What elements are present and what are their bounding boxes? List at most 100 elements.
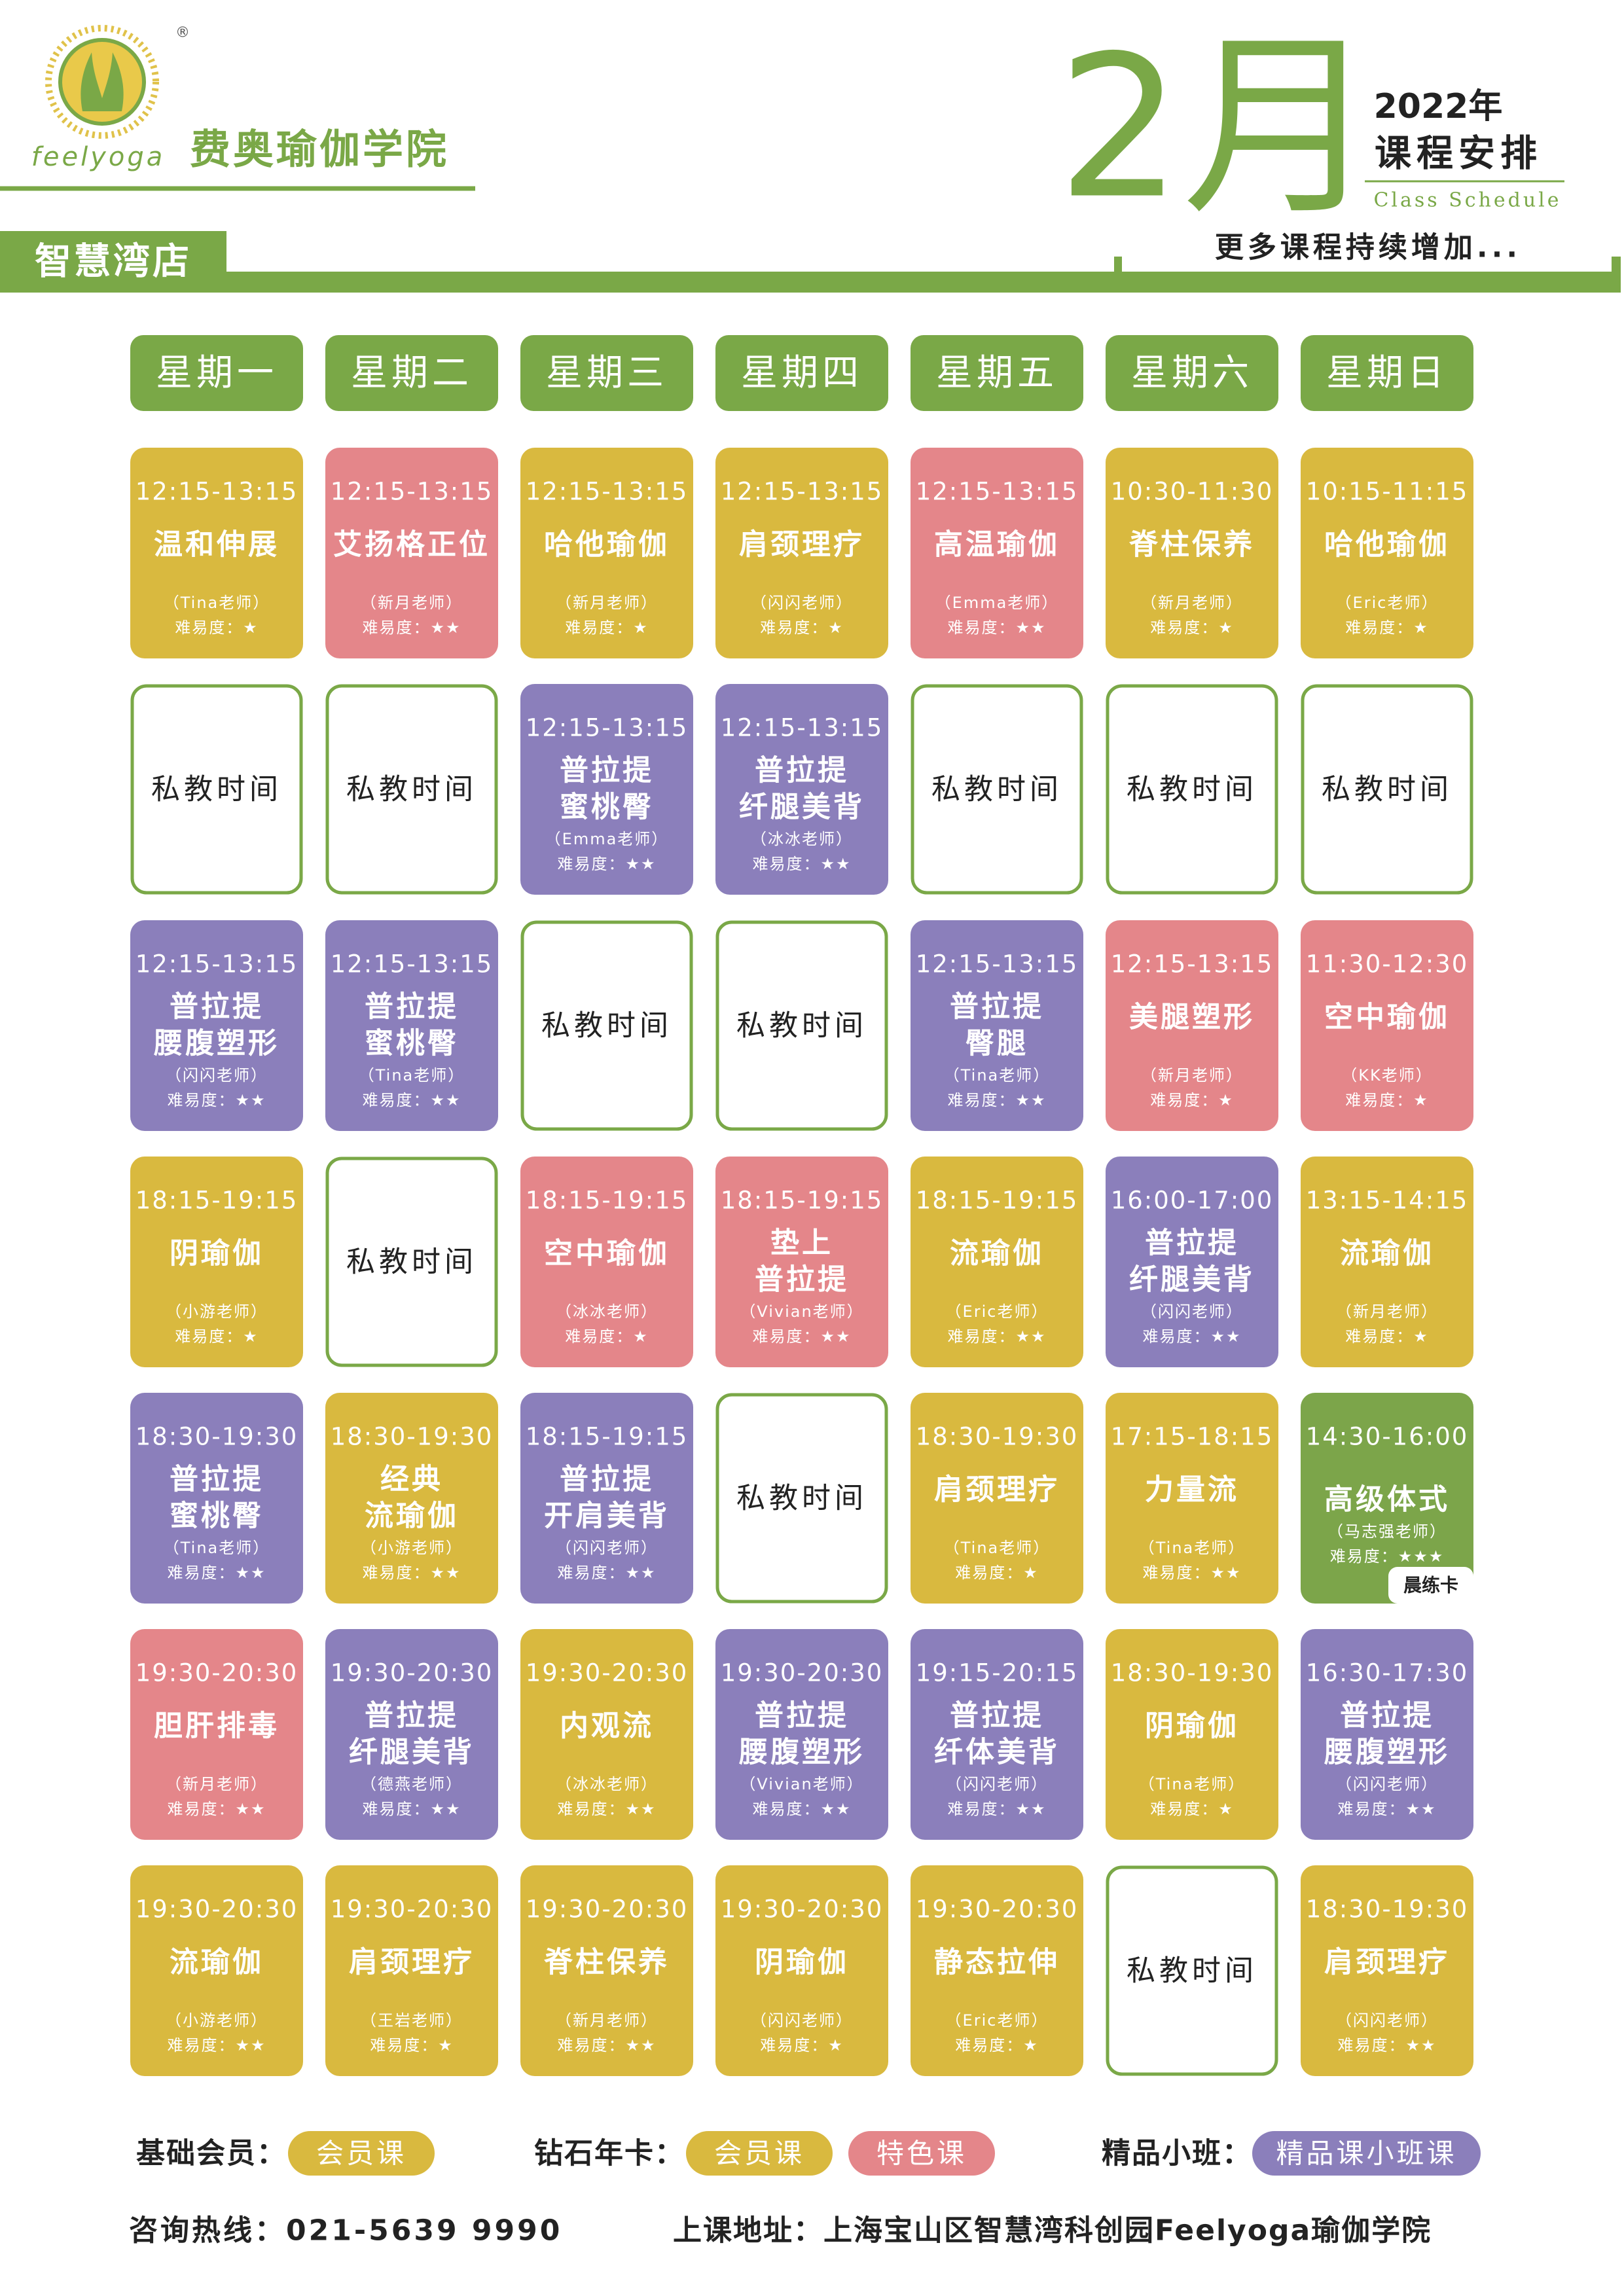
class-name: 流瑜伽 [950, 1237, 1044, 1270]
class-time: 12:15-13:15 [526, 714, 689, 742]
class-time: 18:30-19:30 [331, 1423, 494, 1451]
day-header [130, 335, 303, 411]
day-header [1106, 335, 1278, 411]
difficulty: 难易度：★ [760, 619, 844, 637]
class-card [715, 684, 888, 895]
class-card [1301, 1157, 1473, 1367]
class-time: 10:30-11:30 [1111, 478, 1274, 506]
class-name: 普拉提 [1145, 1227, 1239, 1260]
difficulty: 难易度：★ [1150, 1091, 1234, 1109]
private-card [520, 920, 693, 1131]
difficulty: 难易度：★ [565, 1327, 649, 1346]
brand: feelyoga [31, 142, 165, 172]
private-card [1106, 1865, 1278, 2076]
teacher: （闪闪老师） [751, 594, 853, 612]
class-time: 12:15-13:15 [1111, 950, 1274, 978]
teacher: （冰冰老师） [751, 830, 853, 848]
teacher: （Tina老师） [944, 1539, 1051, 1557]
difficulty: 难易度：★★ [947, 1800, 1046, 1818]
difficulty: 难易度：★ [565, 619, 649, 637]
class-name: 腰腹塑形 [153, 1027, 280, 1060]
private-card [325, 684, 498, 895]
teacher: （新月老师） [556, 594, 658, 612]
class-name: 普拉提 [365, 990, 459, 1024]
difficulty: 难易度：★★ [362, 1091, 461, 1109]
class-card [1301, 1629, 1473, 1840]
difficulty: 难易度：★★ [557, 2036, 656, 2054]
difficulty: 难易度：★★ [752, 1800, 851, 1818]
difficulty: 难易度：★ [1150, 1800, 1234, 1818]
class-name: 普拉提 [755, 754, 849, 787]
class-time: 12:15-13:15 [916, 950, 1079, 978]
registered-mark: ® [175, 25, 190, 41]
difficulty: 难易度：★★ [1337, 2036, 1436, 2054]
class-name: 私教时间 [541, 1009, 672, 1043]
hotline: 咨询热线：021-5639 9990 [129, 2214, 562, 2248]
class-name: 脊柱保养 [544, 1946, 670, 1979]
class-name: 哈他瑜伽 [544, 528, 670, 562]
class-card [520, 1865, 693, 2076]
difficulty: 难易度：★★ [167, 1091, 266, 1109]
class-name: 蜜桃臀 [365, 1027, 459, 1060]
class-time: 12:15-13:15 [331, 478, 494, 506]
difficulty: 难易度：★★ [557, 855, 656, 873]
teacher: （闪闪老师） [1336, 1775, 1438, 1793]
class-name: 私教时间 [346, 1246, 477, 1279]
class-time: 18:15-19:15 [526, 1423, 689, 1451]
class-card [715, 1865, 888, 2076]
class-card [911, 1865, 1083, 2076]
class-name: 臀腿 [965, 1027, 1028, 1060]
class-time: 18:30-19:30 [1111, 1659, 1274, 1687]
class-card [325, 1865, 498, 2076]
class-name: 私教时间 [151, 773, 282, 806]
class-name: 阴瑜伽 [170, 1237, 264, 1270]
class-name: 阴瑜伽 [755, 1946, 849, 1979]
legend-badge-text: 会员课 [714, 2138, 804, 2170]
day-header [325, 335, 498, 411]
class-time: 19:30-20:30 [331, 1895, 494, 1924]
class-time: 12:15-13:15 [135, 950, 298, 978]
teacher: （Vivian老师） [740, 1302, 863, 1321]
class-time: 16:00-17:00 [1111, 1187, 1274, 1215]
class-time: 18:15-19:15 [135, 1187, 298, 1215]
more-box [1114, 257, 1621, 293]
class-name: 垫上 [770, 1227, 833, 1260]
teacher: （Tina老师） [1139, 1539, 1246, 1557]
day-header [1301, 335, 1473, 411]
difficulty: 难易度：★ [955, 1564, 1039, 1582]
class-name: 私教时间 [736, 1009, 867, 1043]
private-card [1301, 684, 1473, 895]
legend-badge [848, 2131, 995, 2176]
class-time: 19:30-20:30 [135, 1659, 298, 1687]
day-label: 星期二 [351, 352, 473, 395]
class-name: 肩颈理疗 [349, 1946, 475, 1979]
subtitle-en: Class Schedule [1373, 189, 1561, 212]
teacher: （新月老师） [556, 2011, 658, 2030]
difficulty: 难易度：★ [1345, 1327, 1429, 1346]
teacher: （Eric老师） [946, 1302, 1049, 1321]
teacher: （小游老师） [166, 1302, 268, 1321]
class-name: 美腿塑形 [1129, 1001, 1255, 1034]
teacher: （Eric老师） [946, 2011, 1049, 2030]
class-card [520, 1393, 693, 1604]
class-name: 普拉提 [950, 1699, 1044, 1732]
class-card [1301, 1865, 1473, 2076]
class-card [1106, 1629, 1278, 1840]
teacher: （Emma老师） [935, 594, 1059, 612]
header-bar [226, 272, 1117, 293]
class-card [911, 1393, 1083, 1604]
teacher: （Tina老师） [944, 1066, 1051, 1085]
class-card [325, 448, 498, 658]
private-card [1106, 684, 1278, 895]
tag-box [1388, 1567, 1473, 1604]
legend-badge-text: 特色课 [876, 2138, 967, 2170]
class-card [715, 1629, 888, 1840]
class-time: 18:15-19:15 [526, 1187, 689, 1215]
class-card [1106, 448, 1278, 658]
class-time: 14:30-16:00 [1306, 1423, 1469, 1451]
class-card [911, 448, 1083, 658]
class-card [1106, 1157, 1278, 1367]
class-time: 12:15-13:15 [721, 478, 884, 506]
class-name: 脊柱保养 [1129, 528, 1255, 562]
